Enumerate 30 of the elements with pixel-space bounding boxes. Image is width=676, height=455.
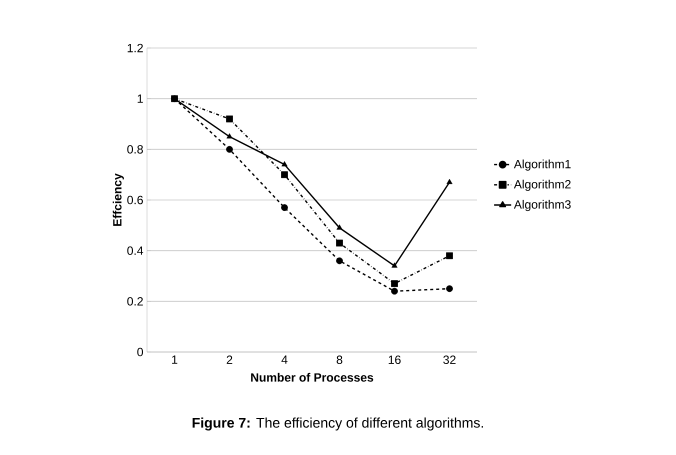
y-tick-label: 1.2 bbox=[128, 44, 143, 52]
y-tick-label: 0.4 bbox=[127, 246, 144, 255]
text: Figure 7: The efficiency of different algorithms. bbox=[192, 417, 483, 431]
point bbox=[281, 204, 288, 212]
x-tick-label: 16 bbox=[388, 356, 401, 364]
y-axis-title: Effciency bbox=[112, 173, 124, 226]
x-tick-label: 1 bbox=[172, 356, 178, 364]
x-tick-label: 2 bbox=[226, 356, 232, 364]
point bbox=[446, 285, 453, 292]
x-tick-label: 32 bbox=[443, 356, 456, 364]
y-tick-label: 0.8 bbox=[127, 145, 143, 154]
point bbox=[446, 178, 452, 184]
point bbox=[336, 240, 343, 246]
point bbox=[391, 288, 398, 295]
legend-label: Algorithm1 bbox=[514, 160, 571, 171]
point bbox=[281, 171, 288, 178]
point bbox=[226, 116, 233, 122]
legend-label: Algorithm3 bbox=[514, 200, 571, 212]
point bbox=[391, 280, 398, 288]
point bbox=[446, 252, 453, 260]
y-tick-label: 0 bbox=[137, 348, 144, 356]
legend-label: Algorithm2 bbox=[514, 180, 571, 191]
y-tick-label: 1 bbox=[138, 94, 143, 103]
x-tick-label: 8 bbox=[336, 356, 342, 364]
point bbox=[226, 146, 233, 153]
x-axis-title: Number of Processes bbox=[251, 372, 374, 382]
x-tick-label: 4 bbox=[281, 356, 288, 364]
point bbox=[336, 257, 343, 264]
y-tick-label: 0.6 bbox=[127, 196, 143, 204]
y-tick-label: 0.2 bbox=[127, 297, 143, 306]
